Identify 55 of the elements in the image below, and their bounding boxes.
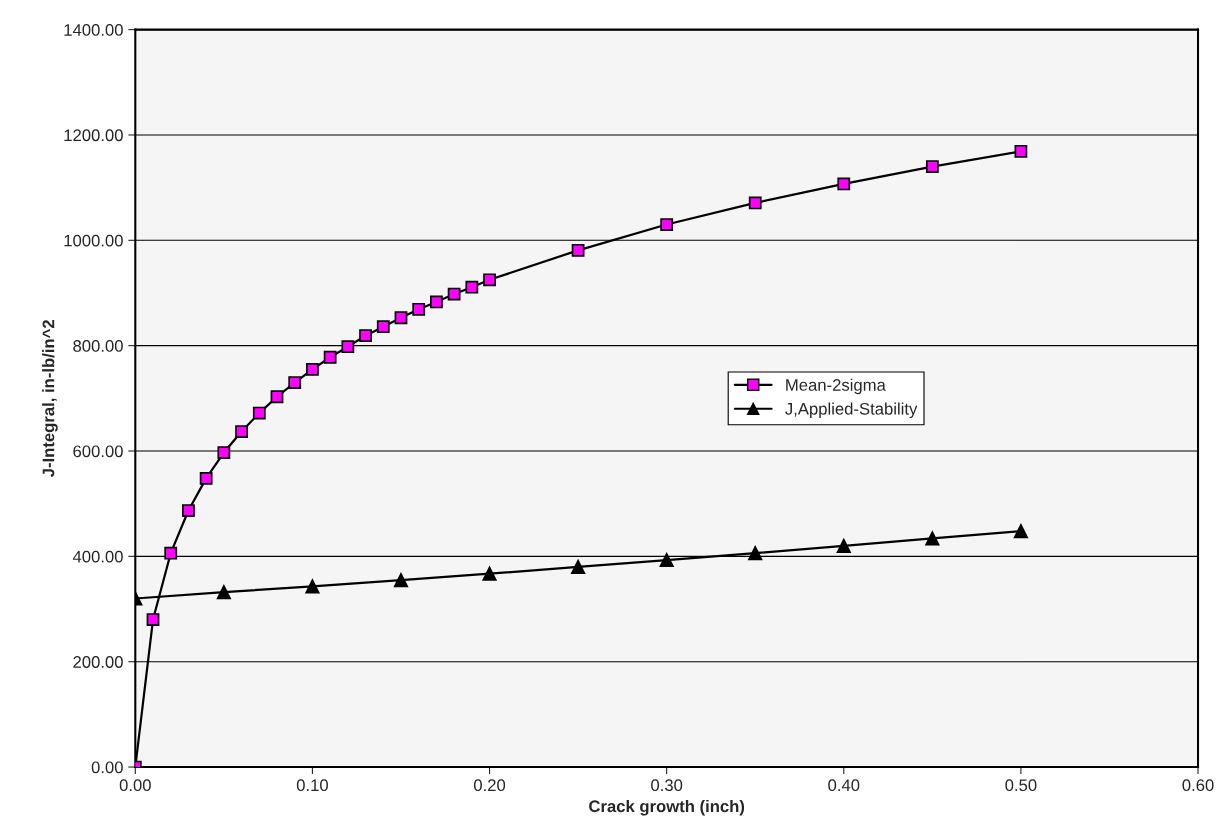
point: [252, 406, 266, 420]
point: [376, 320, 390, 334]
point: [216, 585, 231, 600]
point: [164, 546, 178, 560]
point: [305, 579, 320, 594]
point: [837, 177, 851, 191]
y-tick-label: 1200.00: [64, 129, 123, 142]
point: [430, 295, 443, 309]
point: [1014, 144, 1028, 158]
point: [341, 340, 355, 354]
point: [659, 552, 674, 568]
point: [306, 362, 319, 376]
point: [660, 218, 674, 231]
point: [182, 504, 195, 517]
point: [199, 472, 213, 485]
point: [465, 280, 479, 294]
x-tick-label: 0.00: [119, 779, 151, 792]
point: [393, 572, 409, 588]
point: [482, 566, 497, 581]
legend-label: J,Applied-Stability: [785, 402, 918, 419]
point: [836, 538, 851, 553]
x-tick-label: 0.40: [828, 779, 860, 792]
point: [323, 350, 337, 364]
point: [394, 311, 408, 325]
point: [447, 287, 461, 301]
y-tick-label: 600.00: [73, 445, 123, 458]
point: [748, 196, 762, 210]
point: [288, 376, 302, 389]
point: [1013, 523, 1028, 539]
x-tick-label: 0.20: [473, 779, 506, 792]
x-tick-label: 0.30: [651, 779, 683, 792]
point: [146, 613, 160, 626]
point: [571, 243, 585, 257]
point: [217, 446, 231, 459]
point: [925, 160, 939, 173]
point: [925, 531, 940, 546]
x-tick-label: 0.10: [296, 779, 328, 792]
x-axis-title: Crack growth (inch): [589, 799, 745, 816]
point: [412, 302, 426, 316]
y-tick-label: 800.00: [73, 340, 123, 352]
y-tick-label: 1400.00: [64, 24, 123, 36]
x-tick-label: 0.50: [1005, 779, 1037, 792]
point: [359, 329, 372, 343]
x-tick-label: 0.60: [1182, 779, 1214, 792]
y-tick-label: 1000.00: [64, 234, 123, 247]
legend-label: Mean-2sigma: [786, 378, 886, 395]
point: [270, 390, 284, 404]
point: [571, 559, 586, 574]
point: [748, 546, 763, 561]
point: [483, 273, 496, 287]
y-tick-label: 0.00: [91, 761, 123, 774]
point: [235, 425, 248, 438]
y-tick-label: 400.00: [72, 550, 123, 563]
y-axis-title: J-Integral, in-lb/in^2: [42, 320, 58, 478]
y-tick-label: 200.00: [73, 656, 123, 668]
